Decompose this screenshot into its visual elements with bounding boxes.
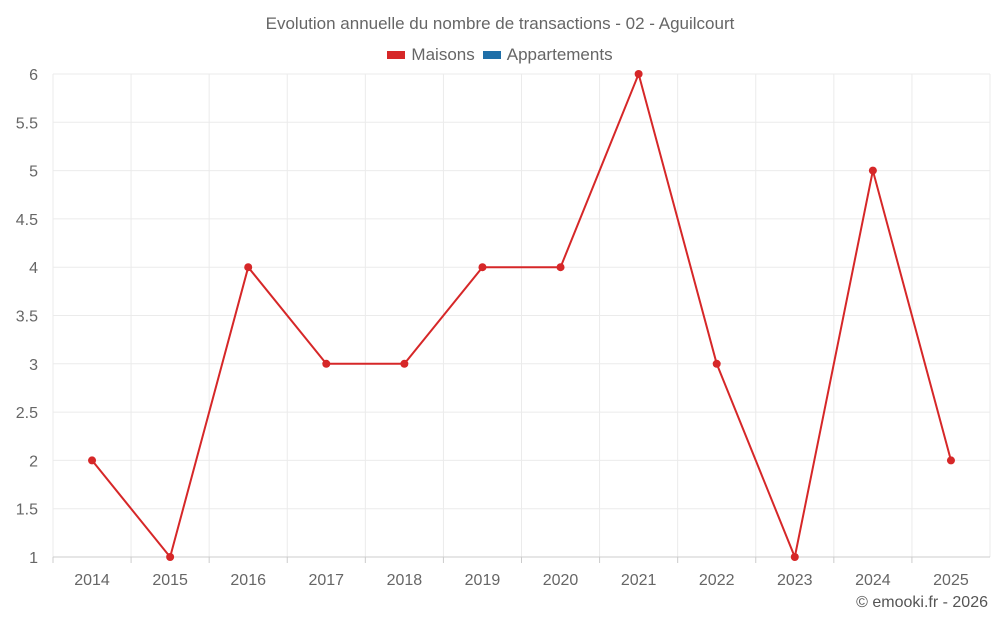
data-point bbox=[946, 456, 955, 465]
y-tick-label: 1 bbox=[29, 550, 38, 567]
x-tick-label: 2022 bbox=[699, 572, 735, 589]
x-tick-label: 2023 bbox=[777, 572, 813, 589]
y-tick-label: 6 bbox=[29, 67, 38, 84]
legend-swatch-appartements bbox=[482, 51, 501, 59]
x-tick-label: 2016 bbox=[230, 572, 266, 589]
series-line-maisons bbox=[91, 70, 952, 561]
y-tick-label: 4 bbox=[29, 260, 38, 277]
y-tick-label: 2.5 bbox=[16, 405, 38, 422]
data-point bbox=[556, 263, 565, 272]
data-point bbox=[400, 359, 409, 368]
y-tick-label: 2 bbox=[29, 453, 38, 470]
x-tick-label: 2017 bbox=[308, 572, 344, 589]
data-point bbox=[244, 263, 253, 272]
x-tick-label: 2025 bbox=[933, 572, 969, 589]
data-point bbox=[322, 359, 331, 368]
legend: Maisons Appartements bbox=[0, 45, 1000, 65]
x-tick-label: 2015 bbox=[152, 572, 188, 589]
data-point bbox=[868, 166, 877, 175]
data-point bbox=[634, 70, 643, 78]
data-point bbox=[166, 553, 175, 561]
data-point bbox=[478, 263, 487, 272]
y-tick-label: 3.5 bbox=[16, 309, 38, 326]
y-tick-label: 5 bbox=[29, 164, 38, 181]
x-tick-label: 2024 bbox=[855, 572, 891, 589]
y-tick-label: 3 bbox=[29, 357, 38, 374]
x-tick-label: 2014 bbox=[74, 572, 110, 589]
chart-title: Evolution annuelle du nombre de transact… bbox=[265, 14, 735, 33]
data-point bbox=[712, 359, 721, 368]
y-tick-label: 5.5 bbox=[16, 115, 38, 132]
legend-label: Maisons bbox=[411, 45, 475, 64]
credit: © emooki.fr - 2026 bbox=[856, 594, 988, 611]
y-tick-label: 4.5 bbox=[16, 212, 38, 229]
x-tick-label: 2019 bbox=[465, 572, 501, 589]
y-tick-label: 1.5 bbox=[16, 502, 38, 519]
legend-item-appartements[interactable]: Appartements bbox=[482, 45, 613, 65]
x-tick-label: 2018 bbox=[387, 572, 423, 589]
data-point bbox=[88, 456, 97, 465]
x-tick-label: 2021 bbox=[621, 572, 657, 589]
legend-label: Appartements bbox=[506, 45, 613, 64]
legend-item-maisons[interactable]: Maisons bbox=[387, 45, 475, 65]
data-point bbox=[790, 553, 799, 561]
legend-swatch-maisons bbox=[387, 51, 406, 59]
x-tick-label: 2020 bbox=[543, 572, 579, 589]
